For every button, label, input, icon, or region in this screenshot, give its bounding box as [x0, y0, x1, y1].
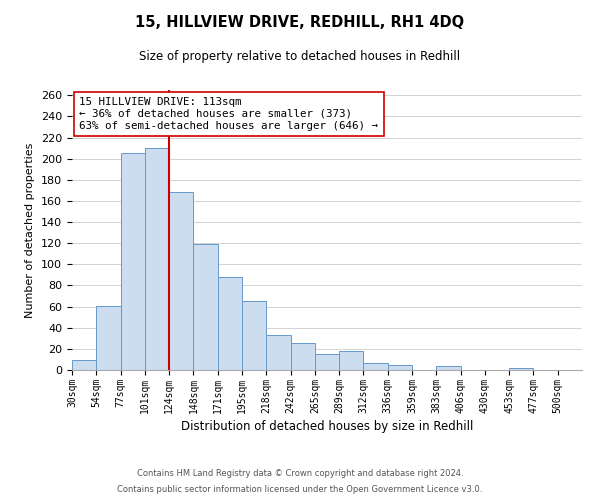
Bar — [193, 244, 218, 370]
Bar — [218, 277, 242, 370]
Bar — [96, 306, 121, 370]
X-axis label: Distribution of detached houses by size in Redhill: Distribution of detached houses by size … — [181, 420, 473, 433]
Bar — [364, 362, 388, 370]
Bar — [388, 364, 412, 370]
Bar — [436, 366, 461, 370]
Text: Size of property relative to detached houses in Redhill: Size of property relative to detached ho… — [139, 50, 461, 63]
Bar — [72, 360, 96, 370]
Bar — [315, 354, 339, 370]
Bar — [169, 192, 193, 370]
Bar — [266, 335, 290, 370]
Bar — [339, 351, 364, 370]
Text: Contains public sector information licensed under the Open Government Licence v3: Contains public sector information licen… — [118, 485, 482, 494]
Bar — [121, 154, 145, 370]
Text: 15 HILLVIEW DRIVE: 113sqm
← 36% of detached houses are smaller (373)
63% of semi: 15 HILLVIEW DRIVE: 113sqm ← 36% of detac… — [79, 98, 378, 130]
Bar — [290, 342, 315, 370]
Y-axis label: Number of detached properties: Number of detached properties — [25, 142, 35, 318]
Bar — [242, 302, 266, 370]
Bar — [509, 368, 533, 370]
Bar — [145, 148, 169, 370]
Text: Contains HM Land Registry data © Crown copyright and database right 2024.: Contains HM Land Registry data © Crown c… — [137, 468, 463, 477]
Text: 15, HILLVIEW DRIVE, REDHILL, RH1 4DQ: 15, HILLVIEW DRIVE, REDHILL, RH1 4DQ — [136, 15, 464, 30]
